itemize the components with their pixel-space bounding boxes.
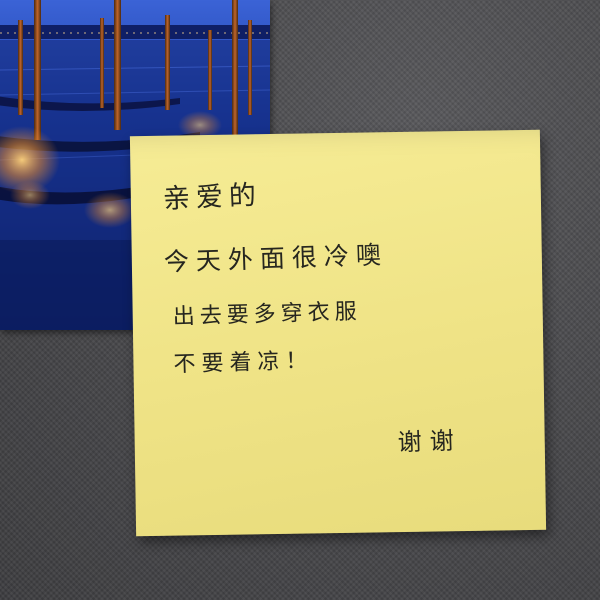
sticky-note: 亲爱的 今天外面很冷噢 出去要多穿衣服 不要着凉！ 谢谢: [129, 129, 547, 537]
note-signature: 谢谢: [397, 426, 463, 457]
note-line-3: 不要着凉！: [173, 348, 314, 378]
note-line-2: 出去要多穿衣服: [172, 299, 363, 330]
note-line-1: 今天外面很冷噢: [163, 240, 389, 277]
note-greeting: 亲爱的: [162, 179, 263, 216]
